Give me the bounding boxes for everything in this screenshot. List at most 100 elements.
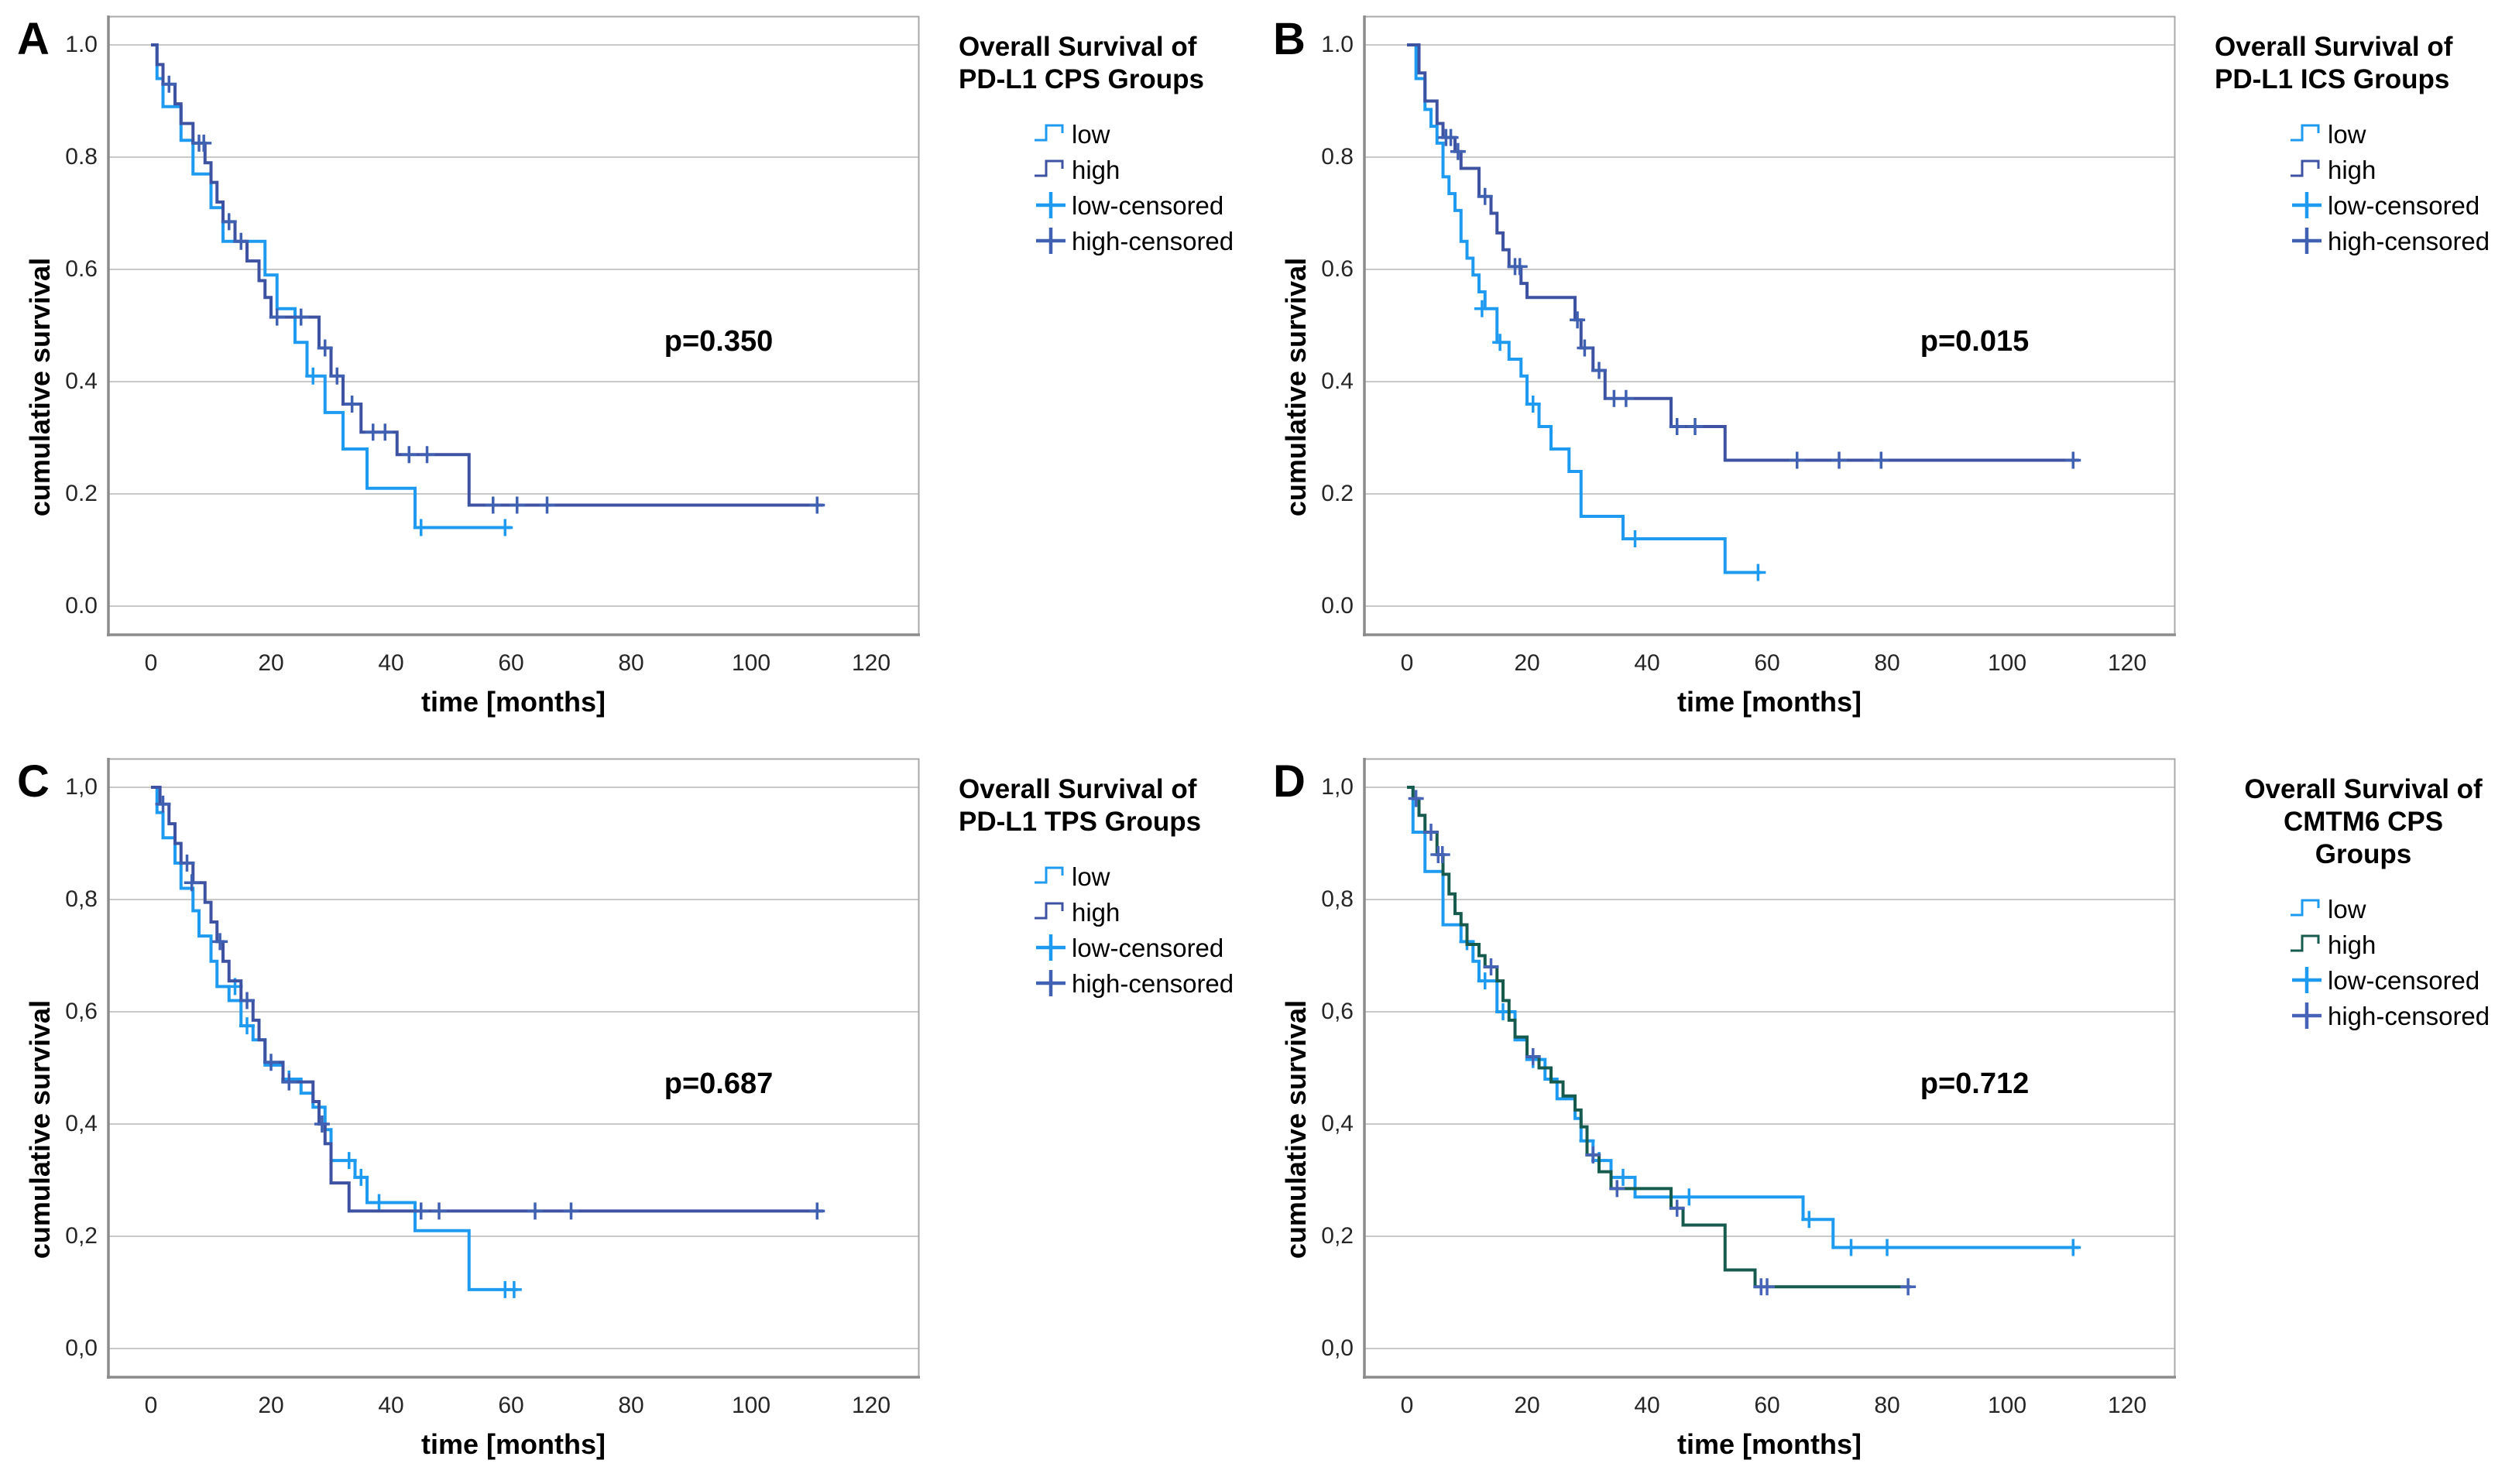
survival-panel: D cumulative survival p=0.712 0,0 0,2 0,4 0… [1256, 742, 2512, 1484]
censor-mark [431, 1202, 447, 1220]
censor-mark [1450, 142, 1466, 160]
step-line-icon [2291, 159, 2320, 177]
survival-panel: C cumulative survival p=0.687 0,0 0,2 0,4 0… [0, 742, 1256, 1484]
p-value-label: p=0.687 [664, 1068, 774, 1100]
censor-mark [1609, 1180, 1625, 1198]
censor-mark [1759, 1278, 1775, 1296]
censor-mark [1477, 972, 1493, 990]
legend-item-label: high [1072, 897, 1120, 927]
legend-title: Overall Survival of PD-L1 CPS Groups [959, 32, 1204, 94]
censor-mark [263, 1054, 279, 1071]
censor-mark [344, 396, 360, 413]
censor-mark [497, 519, 513, 536]
km-curve-low [1407, 43, 1762, 574]
censor-mark [563, 1202, 579, 1220]
censor-cross-icon [2292, 1002, 2322, 1029]
x-axis-title: time [months] [421, 686, 606, 718]
censor-mark [212, 933, 228, 951]
censor-mark [1434, 846, 1450, 863]
censor-mark [1750, 564, 1766, 581]
censor-mark [184, 874, 200, 892]
censor-mark [353, 1168, 369, 1186]
censor-mark [161, 75, 177, 93]
x-tick-label: 80 [1874, 1393, 1900, 1418]
censor-mark [485, 496, 501, 514]
censor-mark [509, 496, 525, 514]
axis-lines [1363, 15, 2176, 636]
censor-mark [1423, 824, 1439, 841]
x-tick-label: 0 [144, 650, 158, 676]
legend-item-label: high-censored [1072, 226, 1234, 255]
legend: Overall Survival of CMTM6 CPS Groups low… [2215, 773, 2512, 1033]
plot-frame [107, 15, 920, 636]
censor-mark [1525, 1048, 1541, 1065]
legend-item-low-censored: low-censored [2289, 187, 2512, 223]
censor-mark [1570, 311, 1586, 329]
legend-item-label: low [1072, 119, 1110, 149]
survival-panel: B cumulative survival p=0.015 0.0 0.2 0.4 0… [1256, 0, 2512, 742]
plot-area: p=0.687 [107, 758, 920, 1379]
censor-mark [1492, 334, 1508, 351]
y-tick-label: 0,8 [65, 886, 98, 912]
censor-mark [1512, 258, 1528, 276]
censor-mark [314, 1116, 330, 1133]
panel-letter: A [17, 14, 50, 64]
censor-mark [809, 1202, 825, 1220]
censor-mark [1843, 1239, 1859, 1256]
y-tick-label: 0.8 [1321, 144, 1354, 170]
x-tick-label: 0 [1400, 650, 1414, 676]
legend-item-high: high [1033, 152, 1256, 187]
legend: Overall Survival of PD-L1 ICS Groups low… [2215, 31, 2512, 259]
axis-lines [107, 758, 920, 1379]
censor-mark [1591, 362, 1607, 379]
censor-mark [1483, 958, 1499, 975]
legend-item-high-censored: high-censored [1033, 965, 1256, 1001]
censor-mark [1577, 339, 1593, 357]
y-tick-label: 0.6 [1321, 256, 1354, 282]
legend-title: Overall Survival of PD-L1 ICS Groups [2215, 32, 2453, 94]
censor-mark [155, 795, 171, 813]
axis-lines [107, 15, 920, 636]
censor-mark [1618, 389, 1634, 407]
legend-item-label: low-censored [1072, 933, 1224, 962]
x-tick-label: 60 [498, 650, 524, 676]
legend-item-label: low [2328, 119, 2366, 149]
legend-item-label: low [2328, 894, 2366, 924]
x-tick-label: 60 [1754, 650, 1780, 676]
censor-mark [1669, 418, 1685, 435]
plot-area: p=0.015 [1363, 15, 2176, 636]
censor-mark [305, 367, 321, 385]
censor-mark [239, 992, 255, 1009]
censor-cross-icon [2292, 228, 2322, 254]
censor-mark [239, 1017, 255, 1035]
censor-mark [1831, 451, 1847, 469]
step-line-icon [1035, 124, 1064, 142]
censor-marks-high [161, 75, 825, 514]
censor-marks-low [1474, 300, 1766, 581]
x-tick-label: 120 [851, 650, 891, 676]
legend-item-low-censored: low-censored [1033, 930, 1256, 965]
censor-mark [1585, 1146, 1601, 1164]
censor-mark [179, 854, 195, 872]
panel-letter: B [1273, 14, 1306, 64]
censor-mark [281, 1073, 297, 1091]
x-tick-label: 60 [1754, 1393, 1780, 1418]
censor-cross-icon [1036, 934, 1066, 961]
plot-area: p=0.712 [1363, 758, 2176, 1379]
x-tick-label: 120 [2107, 1393, 2147, 1418]
legend-item-low-censored: low-censored [1033, 187, 1256, 223]
y-tick-label: 1.0 [1321, 32, 1354, 57]
y-tick-label: 0.4 [65, 368, 98, 394]
censor-mark [233, 232, 249, 250]
y-tick-label: 0,2 [65, 1223, 98, 1249]
censor-mark [377, 423, 393, 441]
censor-mark [329, 367, 345, 385]
x-tick-label: 20 [1514, 650, 1540, 676]
x-tick-label: 120 [2107, 650, 2147, 676]
x-axis-title: time [months] [1677, 1428, 1862, 1460]
censor-mark [401, 446, 417, 464]
censor-mark [539, 496, 555, 514]
y-tick-label: 0.2 [65, 481, 98, 506]
legend-item-high-censored: high-censored [2289, 998, 2512, 1033]
x-tick-label: 20 [258, 650, 284, 676]
